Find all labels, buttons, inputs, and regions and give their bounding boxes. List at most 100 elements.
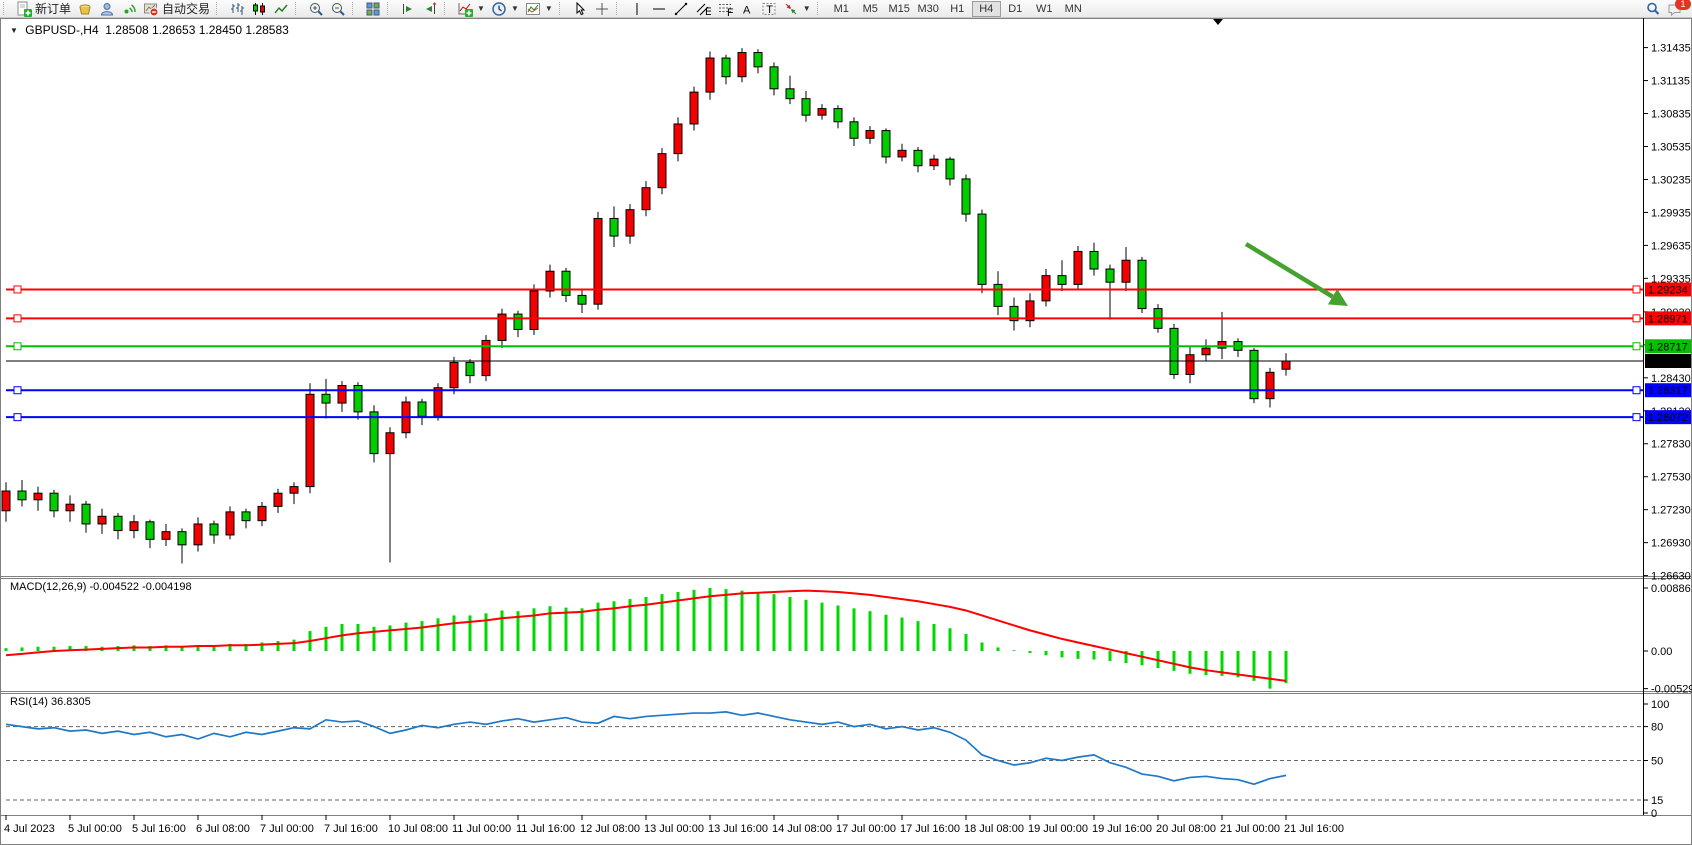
- svg-text:21 Jul 00:00: 21 Jul 00:00: [1220, 823, 1280, 835]
- rsi-pane: 100 80 50 150: [5, 699, 1669, 820]
- toolbar-grip: [387, 2, 393, 15]
- chart-symbol: GBPUSD-,H4: [25, 23, 99, 37]
- candle: [433, 387, 443, 417]
- tab-timeframe-w1[interactable]: W1: [1035, 2, 1053, 15]
- search-button[interactable]: [1642, 1, 1664, 17]
- arrows-button[interactable]: ▼: [780, 1, 814, 17]
- profile-button[interactable]: [96, 1, 118, 17]
- time-axis[interactable]: 4 Jul 2023 5 Jul 00:00 5 Jul 16:00 6 Jul 08…: [4, 815, 1344, 835]
- fibonacci-button[interactable]: F: [714, 1, 736, 17]
- hlines-layer[interactable]: [6, 285, 1643, 422]
- candle: [369, 411, 379, 455]
- tab-timeframe-m15[interactable]: M15: [888, 2, 910, 15]
- candle: [897, 149, 907, 158]
- auto-scroll-button[interactable]: [397, 1, 419, 17]
- candle: [817, 108, 827, 116]
- svg-text:5 Jul 16:00: 5 Jul 16:00: [132, 823, 186, 835]
- candle: [161, 531, 171, 540]
- zoom-out-button[interactable]: [327, 1, 349, 17]
- tab-timeframe-h4[interactable]: H4: [971, 0, 1001, 17]
- svg-text:15: 15: [1651, 795, 1663, 807]
- tab-timeframe-m1[interactable]: M1: [833, 2, 849, 15]
- rsi-value: 36.8305: [50, 696, 91, 708]
- candle: [225, 511, 235, 536]
- candle: [673, 123, 683, 155]
- bucket-icon: [79, 4, 91, 14]
- cursor-button[interactable]: [569, 1, 591, 17]
- chart-ohlc-values: 1.28508 1.28653 1.28450 1.28583: [105, 23, 289, 37]
- templates-button[interactable]: ▼: [522, 1, 556, 17]
- svg-text:7 Jul 16:00: 7 Jul 16:00: [324, 823, 378, 835]
- annotation-arrow[interactable]: [1244, 242, 1348, 306]
- crosshair-button[interactable]: [591, 1, 613, 17]
- tile-windows-button[interactable]: [362, 1, 384, 17]
- horizontal-line-button[interactable]: [648, 1, 670, 17]
- new-order-label: 新订单: [35, 2, 72, 16]
- svg-text:14 Jul 08:00: 14 Jul 08:00: [772, 823, 832, 835]
- search-icon: [1647, 2, 1660, 15]
- text-icon: A: [743, 4, 751, 16]
- new-order-button[interactable]: 新订单: [13, 1, 74, 17]
- chart-shift-button[interactable]: [419, 1, 441, 17]
- svg-text:1.29935: 1.29935: [1651, 207, 1691, 219]
- tab-timeframe-m30[interactable]: M30: [917, 2, 939, 15]
- chevron-down-icon: ▼: [510, 4, 519, 13]
- candle: [289, 486, 299, 494]
- channel-button[interactable]: E: [692, 1, 714, 17]
- candle: [417, 401, 427, 417]
- auto-scroll-icon: [403, 3, 413, 14]
- chart-title: ▼ GBPUSD-,H4 1.28508 1.28653 1.28450 1.2…: [10, 23, 289, 37]
- candle: [689, 91, 699, 125]
- candle: [33, 492, 43, 501]
- candle: [113, 515, 123, 532]
- bar-chart-button[interactable]: [226, 1, 248, 17]
- signal-icon: [124, 3, 136, 13]
- indicators-button[interactable]: ▼: [454, 1, 488, 17]
- svg-text:1.30835: 1.30835: [1651, 109, 1691, 121]
- text-label-button[interactable]: T: [758, 1, 780, 17]
- tab-timeframe-d1[interactable]: D1: [1008, 2, 1023, 15]
- candle: [721, 57, 731, 78]
- autotrade-label: 自动交易: [162, 2, 211, 16]
- candle-chart-button[interactable]: [248, 1, 270, 17]
- candle: [561, 270, 571, 296]
- candle: [1025, 300, 1035, 322]
- text-button[interactable]: A: [736, 1, 758, 17]
- zoom-out-icon: [332, 2, 345, 16]
- periods-clock-icon: [492, 1, 506, 16]
- tab-timeframe-h1[interactable]: H1: [950, 2, 965, 15]
- zoom-in-button[interactable]: [305, 1, 327, 17]
- chevron-down-icon: ▼: [802, 4, 811, 13]
- svg-text:50: 50: [1651, 756, 1663, 768]
- styler-button[interactable]: [74, 1, 96, 17]
- candle: [593, 217, 603, 305]
- signal-button[interactable]: [118, 1, 140, 17]
- trendline-button[interactable]: [670, 1, 692, 17]
- candle: [481, 339, 491, 377]
- candle: [785, 88, 795, 100]
- vertical-line-button[interactable]: [626, 1, 648, 17]
- macd-pane: 0.008861 0.00 -0.005294: [4, 583, 1692, 696]
- svg-text:-0.005294: -0.005294: [1651, 684, 1692, 696]
- main-toolbar: 新订单 自动交易: [0, 0, 1692, 18]
- tab-timeframe-mn[interactable]: MN: [1064, 2, 1082, 15]
- rsi-line: [5, 711, 1287, 786]
- collapse-ohlc-icon[interactable]: ▼: [10, 26, 18, 35]
- line-handle: [1632, 386, 1641, 395]
- candle: [1009, 305, 1019, 322]
- chevron-down-icon: ▼: [477, 4, 485, 13]
- crosshair-icon: [595, 2, 608, 15]
- svg-text:19 Jul 00:00: 19 Jul 00:00: [1028, 823, 1088, 835]
- autotrade-button[interactable]: 自动交易: [140, 1, 213, 17]
- candle: [737, 52, 747, 78]
- svg-text:1.26930: 1.26930: [1651, 538, 1691, 550]
- candle: [385, 432, 395, 455]
- periods-button[interactable]: ▼: [488, 1, 522, 17]
- line-chart-button[interactable]: [270, 1, 292, 17]
- candle: [257, 505, 267, 522]
- svg-text:1.30535: 1.30535: [1651, 141, 1691, 153]
- candle: [961, 178, 971, 215]
- tab-timeframe-m5[interactable]: M5: [862, 2, 878, 15]
- notifications-button[interactable]: 1: [1664, 0, 1691, 17]
